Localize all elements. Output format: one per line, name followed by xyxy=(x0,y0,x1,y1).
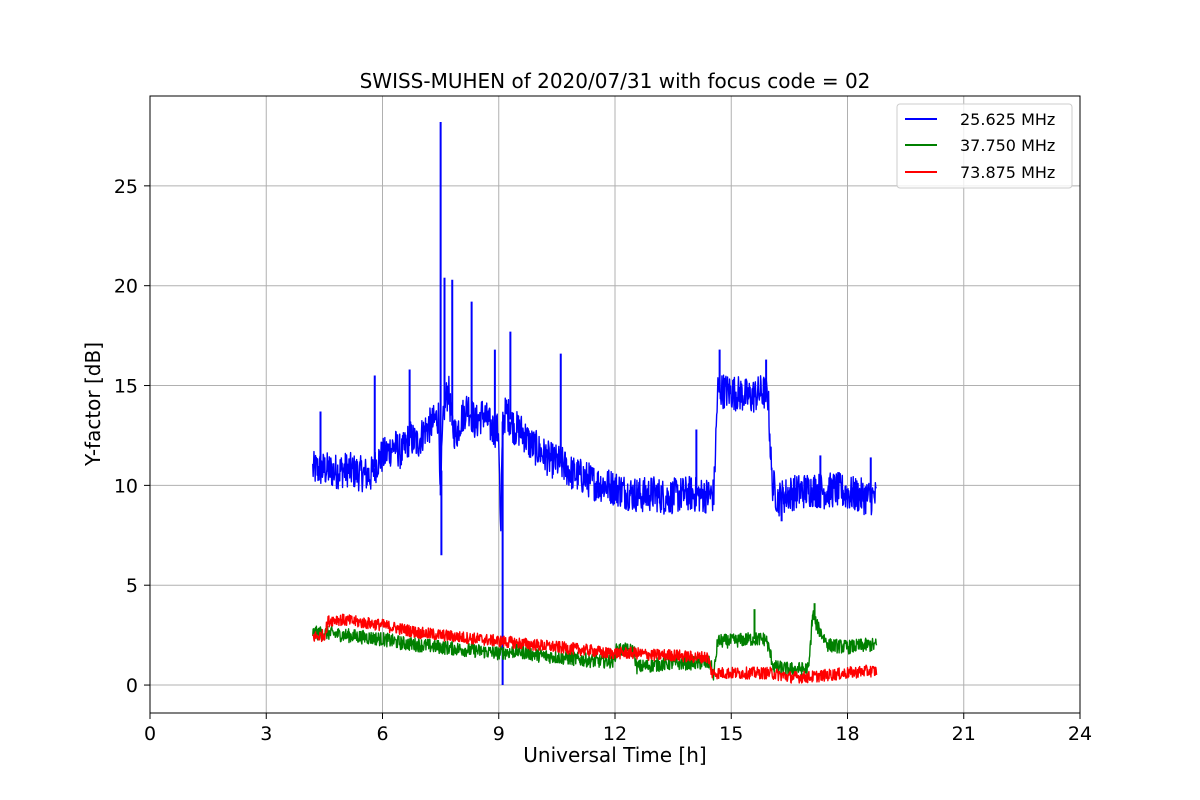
y-axis-label: Y-factor [dB] xyxy=(81,342,105,467)
x-tick-label: 12 xyxy=(603,723,627,745)
chart-title: SWISS-MUHEN of 2020/07/31 with focus cod… xyxy=(360,69,871,93)
series-line-73875 xyxy=(312,613,878,684)
y-tick-label: 0 xyxy=(126,675,138,697)
legend-box xyxy=(896,103,1073,189)
x-tick-label: 18 xyxy=(835,723,859,745)
legend: 25.625 MHz 37.750 MHz 73.875 MHz xyxy=(896,103,1073,189)
y-tick-label: 25 xyxy=(114,176,138,198)
y-tick-label: 20 xyxy=(114,276,138,298)
y-tick-label: 5 xyxy=(126,575,138,597)
x-tick-label: 21 xyxy=(952,723,976,745)
x-axis-label: Universal Time [h] xyxy=(523,743,706,767)
y-tick-label: 10 xyxy=(114,475,138,497)
x-tick-label: 0 xyxy=(144,723,156,745)
x-tick-label: 15 xyxy=(719,723,743,745)
legend-label-25625: 25.625 MHz xyxy=(960,110,1055,129)
x-tick-label: 9 xyxy=(493,723,505,745)
series-line-25625 xyxy=(312,374,877,532)
legend-label-37750: 37.750 MHz xyxy=(960,136,1055,155)
x-tick-label: 6 xyxy=(376,723,388,745)
plot-area xyxy=(312,121,878,686)
y-tick-label: 15 xyxy=(114,376,138,398)
ticks-layer: 0 3 6 9 12 15 18 21 24 0 5 10 15 20 25 xyxy=(114,176,1092,745)
x-tick-label: 24 xyxy=(1068,723,1092,745)
x-tick-label: 3 xyxy=(260,723,272,745)
legend-label-73875: 73.875 MHz xyxy=(960,163,1055,182)
